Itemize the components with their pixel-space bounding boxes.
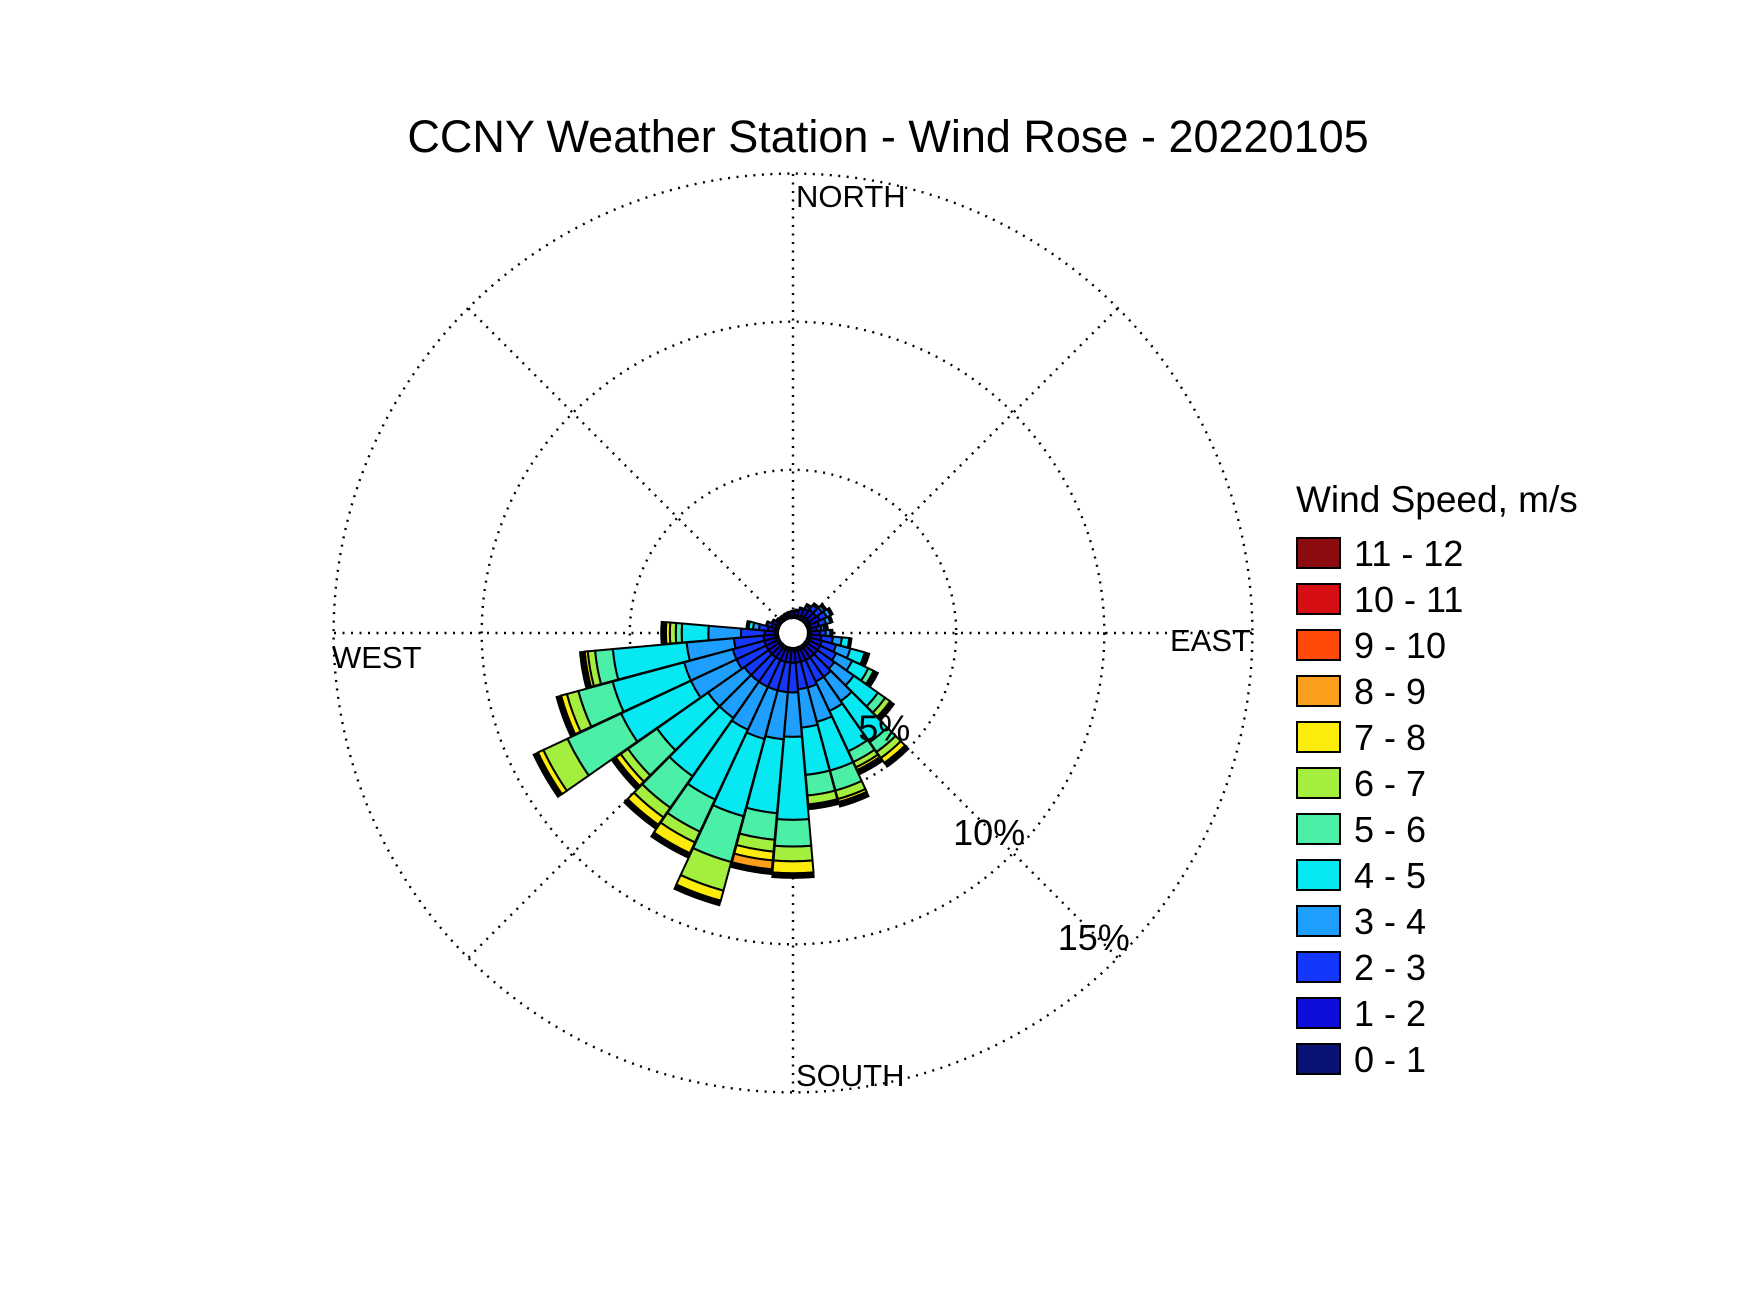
- chart-title: CCNY Weather Station - Wind Rose - 20220…: [407, 111, 1368, 162]
- compass-label-south: SOUTH: [796, 1058, 905, 1093]
- legend-row: 3 - 4: [1296, 901, 1426, 942]
- petal-tip-band: [649, 831, 691, 859]
- petal-tip-band: [883, 744, 910, 768]
- legend-title: Wind Speed, m/s: [1296, 479, 1578, 520]
- legend-label: 4 - 5: [1354, 855, 1426, 896]
- legend-swatch-2-3: [1296, 951, 1341, 983]
- legend-row: 11 - 12: [1296, 533, 1463, 574]
- legend-row: 1 - 2: [1296, 993, 1426, 1034]
- ring-labels: 5% 10% 15%: [858, 707, 1130, 958]
- petal-260deg: [578, 633, 780, 689]
- legend-swatch-9-10: [1296, 629, 1341, 661]
- legend-row: 4 - 5: [1296, 855, 1426, 896]
- legend-swatch-1-2: [1296, 997, 1341, 1029]
- legend-label: 9 - 10: [1354, 625, 1446, 666]
- petal-230deg: [610, 640, 784, 791]
- ring-label-15pct: 15%: [1058, 917, 1130, 958]
- compass-labels: NORTH EAST SOUTH WEST: [332, 179, 1251, 1093]
- ring-label-5pct: 5%: [858, 707, 910, 748]
- grid-ring-15pct: [332, 172, 1254, 1094]
- petal-40deg: [800, 601, 821, 624]
- legend-row: 8 - 9: [1296, 671, 1426, 712]
- legend-label: 0 - 1: [1354, 1039, 1426, 1080]
- petal-tip-band: [770, 618, 776, 625]
- petal-170deg: [793, 646, 840, 811]
- petal-240deg: [532, 638, 783, 799]
- legend-swatch-3-4: [1296, 905, 1341, 937]
- legend-label: 11 - 12: [1354, 533, 1463, 574]
- petal-tip-band: [532, 751, 564, 799]
- legend-swatch-6-7: [1296, 767, 1341, 799]
- compass-label-east: EAST: [1170, 623, 1251, 658]
- petal-tip-band: [771, 871, 815, 879]
- petal-tip-band: [786, 610, 793, 615]
- legend-row: 2 - 3: [1296, 947, 1426, 988]
- legend-swatch-0-1: [1296, 1043, 1341, 1075]
- legend-label: 3 - 4: [1354, 901, 1426, 942]
- legend-swatch-4-5: [1296, 859, 1341, 891]
- legend-row: 10 - 11: [1296, 579, 1463, 620]
- legend-label: 10 - 11: [1354, 579, 1463, 620]
- petal-segment-4-5: [680, 622, 710, 644]
- petal-tip-band: [578, 650, 592, 689]
- petal-tip-band: [764, 620, 770, 627]
- petal-tip-band: [673, 883, 722, 907]
- petal-tip-band: [745, 619, 751, 630]
- grid-spoke-45deg: [802, 307, 1119, 624]
- legend-label: 2 - 3: [1354, 947, 1426, 988]
- compass-label-north: NORTH: [796, 179, 906, 214]
- petal-190deg: [729, 646, 793, 876]
- legend-swatch-10-11: [1296, 583, 1341, 615]
- legend-label: 7 - 8: [1354, 717, 1426, 758]
- wind-rose-petals: [532, 601, 910, 907]
- petal-segment-7-8: [771, 859, 815, 875]
- petal-tip-band: [555, 694, 577, 738]
- legend-label: 1 - 2: [1354, 993, 1426, 1034]
- petal-270deg: [660, 620, 780, 646]
- ring-label-10pct: 10%: [953, 812, 1025, 853]
- petal-tip-band: [623, 797, 660, 830]
- legend-row: 7 - 8: [1296, 717, 1426, 758]
- petal-180deg: [771, 646, 815, 879]
- legend-rows: 11 - 12 10 - 11 9 - 10 8 - 9 7 - 8 6 - 7 5 - 6…: [1296, 533, 1463, 1080]
- legend-label: 5 - 6: [1354, 809, 1426, 850]
- petal-segment-3-4: [707, 624, 743, 642]
- petal-tip-band: [827, 614, 834, 624]
- legend-swatch-11-12: [1296, 537, 1341, 569]
- legend-row: 6 - 7: [1296, 763, 1426, 804]
- legend-swatch-8-9: [1296, 675, 1341, 707]
- legend-row: 0 - 1: [1296, 1039, 1426, 1080]
- petal-segment-5-6: [773, 818, 813, 848]
- legend-label: 6 - 7: [1354, 763, 1426, 804]
- legend: Wind Speed, m/s 11 - 12 10 - 11 9 - 10 8 - …: [1296, 479, 1578, 1080]
- grid-ring-10pct: [480, 320, 1106, 946]
- legend-swatch-7-8: [1296, 721, 1341, 753]
- grid-spoke-135deg: [802, 642, 1119, 959]
- grid-spoke-315deg: [467, 307, 784, 624]
- compass-label-west: WEST: [332, 640, 422, 675]
- petal-200deg: [673, 645, 791, 907]
- legend-label: 8 - 9: [1354, 671, 1426, 712]
- petal-tip-band: [660, 620, 668, 646]
- legend-row: 5 - 6: [1296, 809, 1426, 850]
- petal-350deg: [786, 610, 793, 620]
- petal-280deg: [745, 619, 780, 633]
- legend-row: 9 - 10: [1296, 625, 1446, 666]
- legend-swatch-5-6: [1296, 813, 1341, 845]
- petal-250deg: [555, 635, 781, 738]
- petal-segment-6-7: [772, 844, 814, 863]
